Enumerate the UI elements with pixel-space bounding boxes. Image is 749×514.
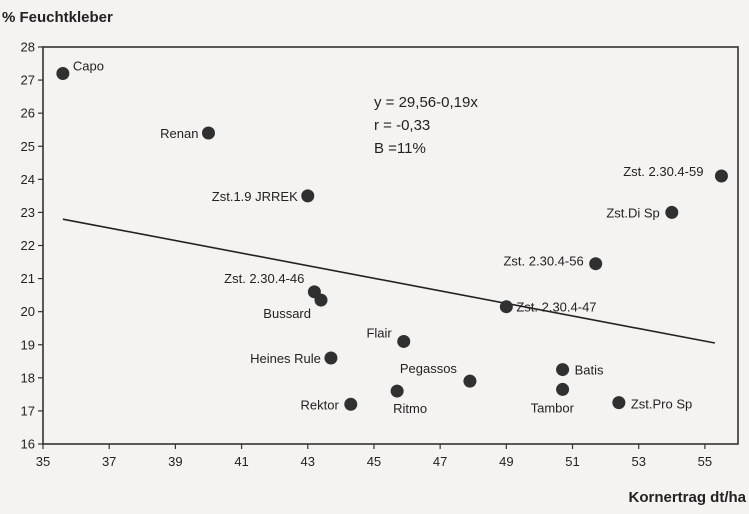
y-tick-label: 22 <box>21 238 35 253</box>
y-tick-label: 21 <box>21 271 35 286</box>
data-point <box>397 334 411 348</box>
x-tick-label: 35 <box>36 454 50 469</box>
y-axis-title: % Feuchtkleber <box>2 9 113 26</box>
data-point-label: Tambor <box>531 400 575 415</box>
data-point-label: Rektor <box>300 397 339 412</box>
data-point-label: Zst. 2.30.4-46 <box>224 271 304 286</box>
x-tick-label: 53 <box>631 454 645 469</box>
data-point <box>314 293 328 307</box>
data-point-label: Zst.Di Sp <box>606 205 659 220</box>
y-tick-label: 19 <box>21 337 35 352</box>
data-point-label: Heines Rule <box>250 351 321 366</box>
y-tick-label: 16 <box>21 437 35 452</box>
x-tick-label: 47 <box>433 454 447 469</box>
correlation-coefficient: r = -0,33 <box>374 117 430 134</box>
data-point-label: Capo <box>73 58 104 73</box>
coefficient-of-determination: B =11% <box>374 140 426 157</box>
data-point <box>714 169 728 183</box>
data-point-label: Zst. 2.30.4-59 <box>623 164 703 179</box>
x-tick-label: 45 <box>367 454 381 469</box>
data-point-label: Flair <box>366 325 392 340</box>
x-tick-label: 51 <box>565 454 579 469</box>
data-point-label: Zst. 2.30.4-47 <box>516 300 596 315</box>
x-axis-title: Kornertrag dt/ha <box>628 489 746 506</box>
data-point-label: Zst.Pro Sp <box>631 397 692 412</box>
data-point-label: Ritmo <box>393 401 427 416</box>
data-point <box>499 300 513 314</box>
data-point <box>301 189 315 203</box>
data-point <box>324 351 338 365</box>
x-tick-label: 55 <box>698 454 712 469</box>
x-tick-label: 37 <box>102 454 116 469</box>
data-point <box>344 397 358 411</box>
x-axis-ticks: 35 37 39 41 43 45 47 49 51 53 55 <box>36 444 712 469</box>
data-point <box>390 384 404 398</box>
data-points: Capo Renan Zst.1.9 JRREK Zst. 2.30.4-46 Buss… <box>56 58 728 416</box>
x-tick-label: 43 <box>301 454 315 469</box>
data-point-label: Batis <box>575 363 604 378</box>
regression-line <box>62 218 715 344</box>
y-tick-label: 28 <box>21 40 35 55</box>
regression-annotation: y = 29,56-0,19x r = -0,33 B =11% <box>374 94 478 157</box>
data-point <box>56 66 70 80</box>
y-tick-label: 24 <box>21 172 35 187</box>
y-tick-label: 20 <box>21 304 35 319</box>
data-point <box>201 126 215 140</box>
y-axis-ticks: 16 17 18 19 20 21 22 23 24 25 26 27 28 <box>21 40 43 452</box>
data-point <box>556 382 570 396</box>
data-point <box>589 257 603 271</box>
x-tick-label: 41 <box>234 454 248 469</box>
x-tick-label: 49 <box>499 454 513 469</box>
data-point-label: Renan <box>160 126 198 141</box>
data-point-label: Bussard <box>263 306 311 321</box>
x-tick-label: 39 <box>168 454 182 469</box>
data-point <box>463 374 477 388</box>
data-point <box>556 363 570 377</box>
y-tick-label: 27 <box>21 73 35 88</box>
y-tick-label: 25 <box>21 139 35 154</box>
data-point-label: Zst.1.9 JRREK <box>212 189 298 204</box>
y-tick-label: 23 <box>21 205 35 220</box>
data-point-label: Pegassos <box>400 361 458 376</box>
data-point-label: Zst. 2.30.4-56 <box>503 254 583 269</box>
data-point <box>612 396 626 410</box>
y-tick-label: 17 <box>21 403 35 418</box>
data-point <box>665 205 679 219</box>
regression-equation: y = 29,56-0,19x <box>374 94 478 111</box>
y-tick-label: 26 <box>21 106 35 121</box>
y-tick-label: 18 <box>21 370 35 385</box>
